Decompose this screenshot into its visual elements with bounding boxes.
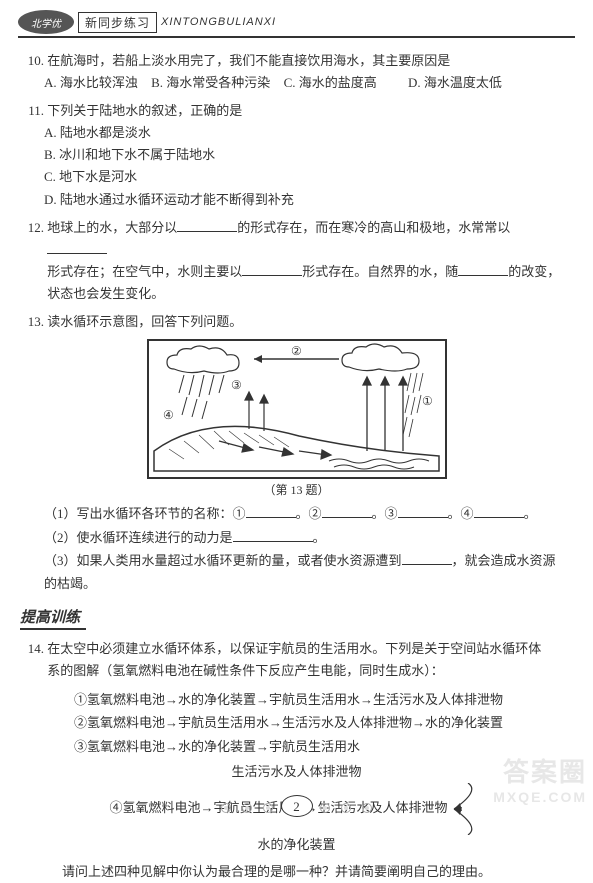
- q13-s1b: 。②: [296, 506, 322, 521]
- footer-dot: [362, 803, 372, 813]
- page-number: 2: [281, 795, 313, 817]
- q13-blank-1-2: [322, 504, 372, 518]
- q13-sub1: （1）写出水循环各环节的名称：① 。② 。③ 。④ 。: [18, 502, 575, 525]
- q13-s3b: ，就会造成水资源: [452, 553, 556, 568]
- q12-number: 12.: [18, 217, 44, 239]
- q12-p3: 形式存在；在空气中，水则主要以: [47, 264, 242, 279]
- q13-sub2: （2）使水循环连续进行的动力是 。: [18, 526, 575, 549]
- q13-s3c: 的枯竭。: [44, 576, 96, 591]
- q13-s3a: （3）如果人类用水量超过水循环更新的量，或者使水资源遭到: [44, 553, 402, 568]
- q10-stem: 在航海时，若船上淡水用完了，我们不能直接饮用海水，其主要原因是: [47, 50, 567, 72]
- footer-dot: [263, 803, 273, 813]
- q12-p6: 状态也会发生变化。: [47, 286, 164, 301]
- section-header: 提高训练: [18, 606, 575, 630]
- q13-s1a: （1）写出水循环各环节的名称：①: [44, 506, 246, 521]
- page-header: 北学优 新同步练习 XINTONGBULIANXI: [18, 10, 575, 38]
- q11-opt-d: D. 陆地水通过水循环运动才能不断得到补充: [18, 189, 575, 211]
- q13-blank-2: [233, 527, 313, 541]
- q12-blank-1: [177, 217, 237, 231]
- footer-dot: [320, 803, 330, 813]
- q13-blank-1-4: [474, 504, 524, 518]
- q14-number: 14.: [18, 638, 44, 660]
- q13-s1c: 。③: [372, 506, 398, 521]
- q12-p4: 形式存在。自然界的水，随: [302, 264, 458, 279]
- diagram-circle-3: ③: [231, 378, 242, 392]
- series-pinyin: XINTONGBULIANXI: [161, 16, 276, 28]
- q10-opt-b: B. 海水常受各种污染: [151, 72, 270, 94]
- q14-stem: 在太空中必须建立水循环体系，以保证宇航员的生活用水。下列是关于空间站水循环体 系…: [47, 638, 567, 682]
- q13-stem: 读水循环示意图，回答下列问题。: [47, 311, 567, 333]
- q11-number: 11.: [18, 100, 44, 122]
- q14-flow-1: ①氢氧燃料电池→水的净化装置→宇航员生活用水→生活污水及人体排泄物: [18, 688, 575, 711]
- cloud-right-icon: [342, 344, 419, 371]
- q13-figure: ① ② ③ ④ （第 13 题）: [18, 339, 575, 498]
- q13-blank-1-3: [398, 504, 448, 518]
- q12-p2: 的形式存在，而在寒冷的高山和极地，水常常以: [237, 220, 510, 235]
- diagram-circle-1: ①: [422, 394, 433, 408]
- q13-sub3: （3）如果人类用水量超过水循环更新的量，或者使水资源遭到 ，就会造成水资源 的枯竭…: [18, 549, 575, 596]
- question-14: 14. 在太空中必须建立水循环体系，以保证宇航员的生活用水。下列是关于空间站水循…: [18, 638, 575, 682]
- q12-blank-2: [47, 239, 107, 253]
- series-title-box: 新同步练习: [78, 12, 157, 33]
- q13-s1e: 。: [524, 506, 537, 521]
- q10-opt-d: D. 海水温度太低: [408, 72, 502, 94]
- q12-p1: 地球上的水，大部分以: [47, 220, 177, 235]
- question-12: 12. 地球上的水，大部分以 的形式存在，而在寒冷的高山和极地，水常常以 形式存在…: [18, 217, 575, 305]
- q11-opt-a: A. 陆地水都是淡水: [18, 122, 575, 144]
- brand-logo: 北学优: [18, 10, 74, 34]
- q13-s1d: 。④: [448, 506, 474, 521]
- q14-stem-l1: 在太空中必须建立水循环体系，以保证宇航员的生活用水。下列是关于空间站水循环体: [47, 641, 541, 656]
- q13-number: 13.: [18, 311, 44, 333]
- q12-blank-3: [242, 262, 302, 276]
- q14-tail: 请问上述四种见解中你认为最合理的是哪一种？并请简要阐明自己的理由。: [18, 860, 575, 883]
- q13-s2a: （2）使水循环连续进行的动力是: [44, 530, 233, 545]
- question-11: 11. 下列关于陆地水的叙述，正确的是 A. 陆地水都是淡水 B. 冰川和地下水…: [18, 100, 575, 210]
- q11-opt-b: B. 冰川和地下水不属于陆地水: [18, 144, 575, 166]
- q13-blank-3: [402, 551, 452, 565]
- q12-body: 地球上的水，大部分以 的形式存在，而在寒冷的高山和极地，水常常以 形式存在；在空气…: [47, 217, 567, 305]
- q14-flow-3: ③氢氧燃料电池→水的净化装置→宇航员生活用水: [18, 735, 575, 758]
- diagram-circle-4: ④: [163, 408, 174, 422]
- q14-f4-bottom: 水的净化装置: [87, 835, 507, 856]
- water-cycle-diagram: ① ② ③ ④: [147, 339, 447, 479]
- q14-stem-l2: 系的图解（氢氧燃料电池在碱性条件下反应产生电能，同时生成水）：: [47, 663, 444, 678]
- section-title: 提高训练: [20, 606, 86, 630]
- footer-dot: [221, 803, 231, 813]
- q14-f4-top: 生活污水及人体排泄物: [87, 762, 507, 783]
- q12-p5: 的改变，: [508, 264, 560, 279]
- q14-flow-2: ②氢氧燃料电池→宇航员生活用水→生活污水及人体排泄物→水的净化装置: [18, 711, 575, 734]
- footer-dot: [242, 803, 252, 813]
- q11-opt-c: C. 地下水是河水: [18, 166, 575, 188]
- diagram-circle-2: ②: [291, 344, 302, 358]
- q13-blank-1-1: [246, 504, 296, 518]
- page-footer: 2: [0, 795, 593, 817]
- footer-dot: [341, 803, 351, 813]
- q10-number: 10.: [18, 50, 44, 72]
- question-13: 13. 读水循环示意图，回答下列问题。: [18, 311, 575, 333]
- q10-opt-a: A. 海水比较浑浊: [44, 72, 138, 94]
- q11-stem: 下列关于陆地水的叙述，正确的是: [47, 100, 567, 122]
- q10-options: A. 海水比较浑浊 B. 海水常受各种污染 C. 海水的盐度高 D. 海水温度太…: [18, 72, 575, 94]
- question-10: 10. 在航海时，若船上淡水用完了，我们不能直接饮用海水，其主要原因是 A. 海…: [18, 50, 575, 94]
- water-cycle-svg: ① ② ③ ④: [149, 341, 445, 477]
- q13-s2b: 。: [313, 530, 326, 545]
- q12-blank-4: [458, 262, 508, 276]
- q13-caption: （第 13 题）: [263, 481, 329, 498]
- q10-opt-c: C. 海水的盐度高: [284, 72, 377, 94]
- cloud-left-icon: [167, 346, 239, 373]
